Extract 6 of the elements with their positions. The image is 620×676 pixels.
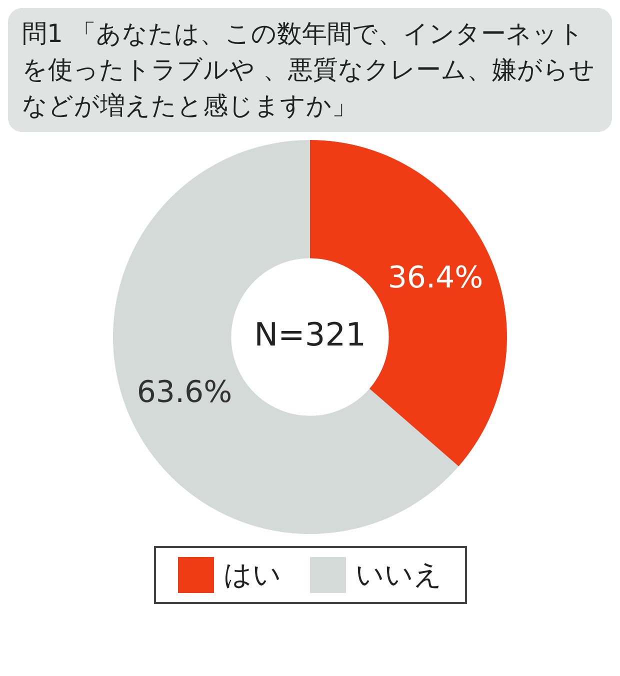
data-label: 63.6%	[136, 374, 232, 410]
chart-title: 問1 「あなたは、この数年間で、インターネットを使ったトラブルや 、悪質なクレーム、嫌がらせなどが増えたと感じますか」	[8, 8, 612, 132]
legend-label: はい	[224, 557, 282, 593]
data-label: 36.4%	[388, 260, 484, 296]
text: N=321	[254, 315, 366, 354]
legend-label: いいえ	[356, 557, 442, 593]
